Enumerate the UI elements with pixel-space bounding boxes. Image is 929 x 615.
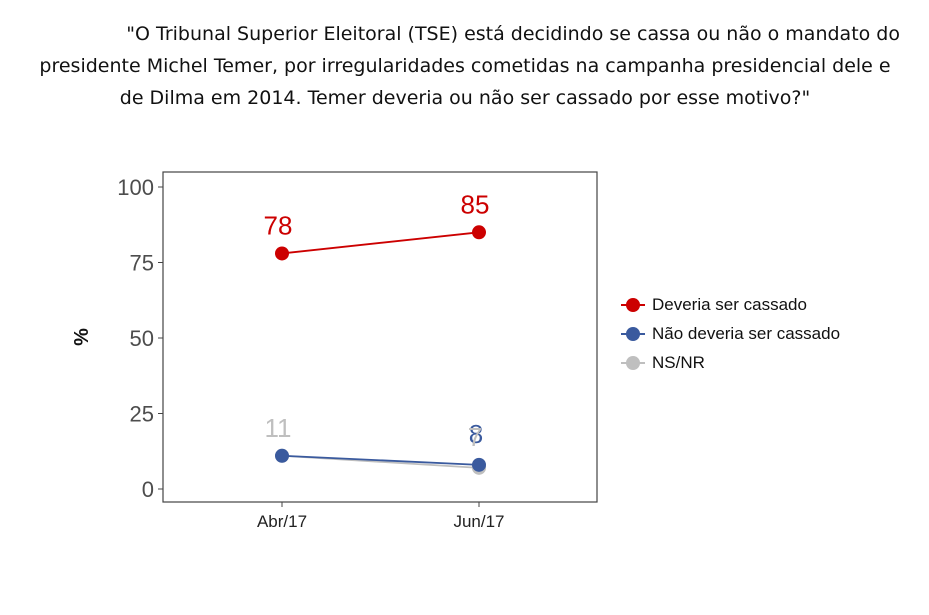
series-line — [281, 454, 480, 466]
data-point — [472, 457, 486, 472]
legend-key — [620, 350, 646, 376]
y-tick-label: 25 — [130, 402, 154, 427]
legend-label: Não deveria ser cassado — [652, 323, 841, 343]
plot-panel — [162, 171, 598, 503]
x-axis: Abr/17 Jun/17 — [257, 502, 505, 531]
title-line-1: "O Tribunal Superior Eleitoral (TSE) est… — [126, 23, 900, 45]
data-label: 7 — [468, 422, 482, 452]
data-point — [275, 246, 289, 261]
legend-item: NS/NR — [620, 348, 840, 377]
legend-item: Não deveria ser cassado — [620, 319, 840, 348]
y-tick-label: 0 — [142, 477, 154, 502]
data-label: 85 — [461, 189, 490, 219]
legend-key — [620, 292, 646, 318]
data-label: 8 — [469, 419, 483, 449]
y-axis-label: % — [71, 328, 93, 346]
chart-title: "O Tribunal Superior Eleitoral (TSE) est… — [30, 18, 900, 114]
legend: Deveria ser cassado Não deveria ser cassa… — [620, 290, 840, 377]
x-tick-label: Abr/17 — [257, 512, 307, 531]
series-1 — [275, 225, 486, 261]
series-2 — [275, 448, 486, 472]
x-tick-label: Jun/17 — [453, 512, 504, 531]
y-axis: 0 25 50 75 100 — [117, 175, 163, 502]
data-label: 11 — [265, 413, 292, 443]
y-tick-label: 50 — [130, 326, 154, 351]
data-label: 78 — [264, 210, 293, 240]
data-point — [472, 225, 486, 240]
series-layer: 78 85 8 11 7 — [264, 189, 490, 475]
y-tick-label: 75 — [130, 251, 154, 276]
legend-key — [620, 321, 646, 347]
data-point — [275, 448, 289, 463]
legend-label: Deveria ser cassado — [652, 294, 807, 314]
series-line — [281, 231, 480, 255]
y-tick-label: 100 — [117, 175, 154, 200]
title-line-3: de Dilma em 2014. Temer deveria ou não s… — [119, 87, 811, 109]
title-line-2: presidente Michel Temer, por irregularid… — [39, 55, 891, 77]
legend-label: NS/NR — [652, 352, 705, 372]
legend-item: Deveria ser cassado — [620, 290, 840, 319]
